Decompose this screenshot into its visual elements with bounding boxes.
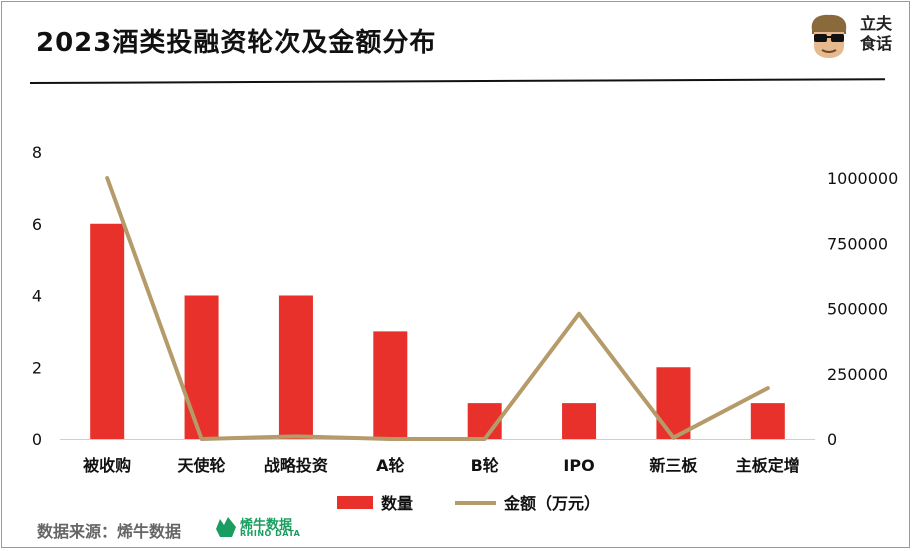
bar [373,331,408,439]
x-tick-label: 被收购 [83,456,131,475]
y-left-tick-label: 2 [32,358,42,377]
line-series-amount [105,176,770,441]
line-point [767,387,769,389]
bar [656,367,691,439]
x-tick-label: 战略投资 [264,456,328,475]
source-logo: 烯牛数据 RHINO DATA [214,513,304,543]
y-left-tick-label: 6 [32,215,42,234]
line-point [484,438,486,440]
avatar-icon [811,14,847,58]
bar [184,295,219,439]
line-point [389,438,391,440]
x-tick-label: A轮 [376,456,404,475]
line-point [295,435,297,437]
y-left-tick-label: 0 [32,430,42,449]
bar [562,403,597,439]
source-logo-cn: 烯牛数据 [240,518,293,533]
brand-name-line1: 立夫 [859,14,892,33]
bar [750,403,785,439]
line-point [672,437,674,439]
y-left-tick-label: 4 [32,287,42,306]
chart-title: 2023酒类投融资轮次及金额分布 [36,28,437,58]
bar [278,295,313,439]
y-right-tick-label: 250000 [827,365,888,384]
x-tick-label: B轮 [471,456,499,475]
source-logo-en: RHINO DATA [240,529,301,538]
legend-swatch-bar [337,496,373,509]
line-point [578,313,580,315]
legend-label-bar: 数量 [381,494,413,513]
x-tick-label: IPO [563,456,594,475]
brand-name-line2: 食话 [859,34,892,53]
brand-name: 立夫 食话 [856,14,896,54]
line-point [106,177,108,179]
y-left-tick-label: 8 [32,143,42,162]
legend-label-line: 金额（万元） [503,494,600,513]
x-tick-label: 天使轮 [178,456,226,475]
rhino-logo-icon [216,517,236,537]
x-tick-label: 主板定增 [736,456,800,475]
bar [90,223,125,439]
y-right-tick-label: 750000 [827,234,888,253]
x-tick-label: 新三板 [649,456,698,475]
source-note: 数据来源：烯牛数据 [37,522,182,541]
line-point [201,438,203,440]
brand-logo: 立夫 食话 [804,12,900,60]
y-right-tick-label: 500000 [827,300,888,319]
y-right-tick-label: 1000000 [827,169,898,188]
y-right-tick-label: 0 [827,430,837,449]
